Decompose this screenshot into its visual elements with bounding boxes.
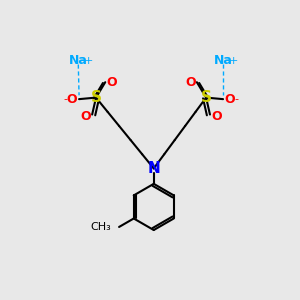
Text: O: O [225,93,235,106]
Text: +: + [228,56,238,66]
Text: O: O [185,76,196,89]
Text: Na: Na [69,54,88,67]
Text: O: O [67,93,77,106]
Text: O: O [212,110,222,123]
Text: Na: Na [214,54,232,67]
Text: CH₃: CH₃ [91,222,111,232]
Text: O: O [106,76,117,89]
Text: N: N [147,161,160,176]
Text: O: O [80,110,91,123]
Text: +: + [84,56,93,66]
Text: S: S [91,90,101,105]
Text: S: S [201,90,212,105]
Text: -: - [63,94,67,104]
Text: -: - [235,94,239,104]
